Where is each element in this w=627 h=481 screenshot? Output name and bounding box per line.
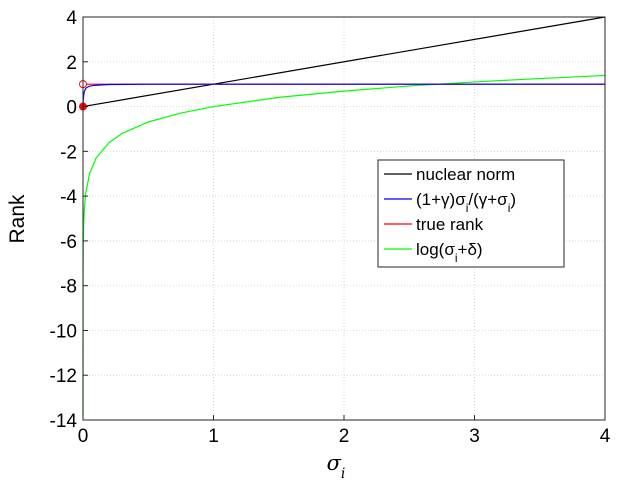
legend-label: log(σi+δ) <box>416 240 483 265</box>
y-tick-label: -6 <box>60 232 77 253</box>
series-lines <box>82 16 606 416</box>
y-tick-label: 4 <box>66 8 77 29</box>
x-tick-label: 0 <box>78 426 89 447</box>
legend-label: (1+γ)σi/(γ+σi) <box>416 190 516 215</box>
series-line-1 <box>82 83 605 107</box>
legend: nuclear norm (1+γ)σi/(γ+σi)true rank log(σ… <box>377 159 565 268</box>
y-tick-label: -14 <box>50 411 78 432</box>
y-tick-label: -4 <box>60 187 77 208</box>
x-tick-label: 4 <box>600 426 611 447</box>
x-tick-label: 1 <box>208 426 219 447</box>
axis-ticks: 0 1 2 3 4 -14 -12 -10 -8 -6 -4 -2 0 2 4 <box>50 8 611 447</box>
y-tick-label: -10 <box>50 321 77 342</box>
y-tick-label: 2 <box>66 53 77 74</box>
y-tick-label: -2 <box>60 142 77 163</box>
series-line-3 <box>82 74 606 416</box>
legend-label: true rank <box>416 215 484 234</box>
x-axis-label: σi <box>327 451 346 481</box>
x-tick-label: 3 <box>469 426 480 447</box>
y-tick-label: 0 <box>66 98 77 119</box>
y-tick-label: -8 <box>60 277 77 298</box>
y-tick-label: -12 <box>50 366 77 387</box>
legend-label: nuclear norm <box>416 165 515 184</box>
y-axis-label: Rank <box>6 194 29 244</box>
x-tick-label: 2 <box>339 426 350 447</box>
series-line-0 <box>82 16 606 108</box>
